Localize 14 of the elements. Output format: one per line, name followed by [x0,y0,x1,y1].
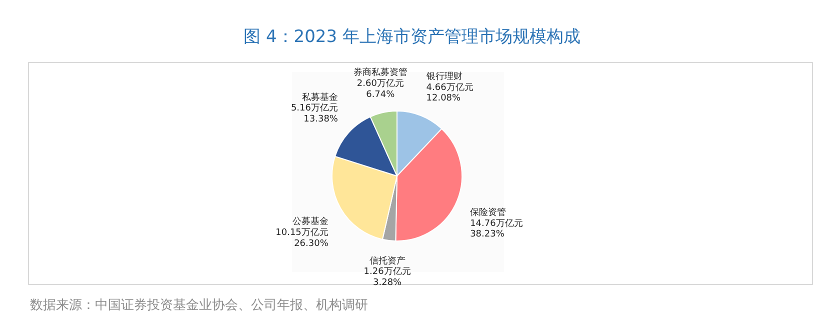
data-label: 2.60万亿元 6.74% [356,78,404,100]
slice-label: 保险资管 [470,207,506,218]
data-label: 5.16万亿元 13.38% [290,102,338,124]
data-label: 1.26万亿元 3.28% [364,266,411,288]
slice-label: 公募基金 [292,216,328,228]
data-label: 14.76万亿元 38.23% [470,218,523,240]
data-label: 10.15万亿元 26.30% [276,226,329,249]
source-note: 数据来源：中国证券投资基金业协会、公司年报、机构调研 [30,298,368,313]
data-label: 4.66万亿元 12.08% [426,82,474,104]
slice-label: 私募基金 [302,92,338,103]
slice-label: 券商私募资管 [353,67,408,78]
chart-title: 图 4：2023 年上海市资产管理市场规模构成 [244,27,580,47]
slice-label: 银行理财 [425,71,462,82]
slice-label: 信托资产 [369,255,406,266]
